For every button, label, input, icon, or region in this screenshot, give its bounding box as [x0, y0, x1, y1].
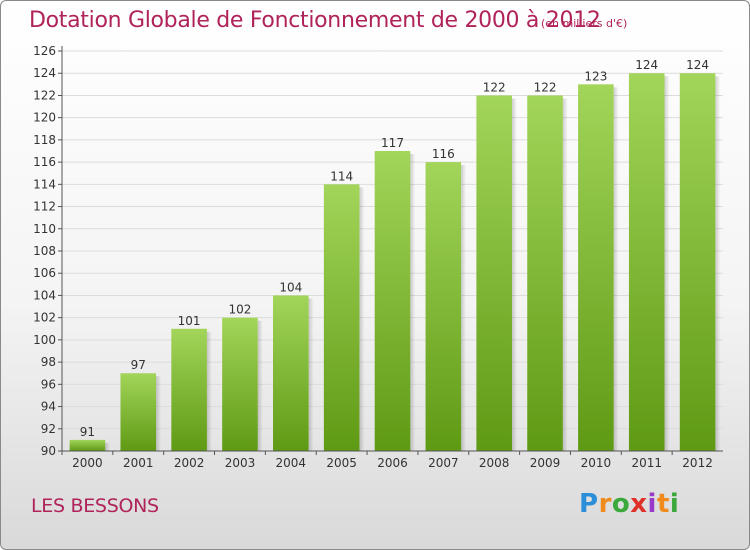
y-tick-label-92: 92: [41, 422, 56, 436]
x-tick-label-2010: 2010: [581, 456, 612, 470]
y-tick-label-94: 94: [41, 400, 56, 414]
commune-name: LES BESSONS: [31, 495, 159, 517]
data-label-2004: 104: [279, 280, 302, 294]
bar-2010: [578, 84, 614, 451]
data-label-2006: 117: [381, 136, 404, 150]
data-label-2008: 122: [483, 80, 506, 94]
x-tick-label-2001: 2001: [123, 456, 154, 470]
data-label-2003: 102: [229, 303, 252, 317]
x-tick-label-2012: 2012: [682, 456, 713, 470]
data-label-2011: 124: [635, 58, 658, 72]
bar-2005: [323, 184, 360, 452]
bars: 91 97 101 102 104 114 117 116 122 122 123 124 124: [69, 58, 721, 452]
x-tick-label-2004: 2004: [276, 456, 307, 470]
axes: 90 92 94 96 98 100 102 104 106 108 110 112 114 116 118…: [33, 44, 723, 470]
bar-2006: [374, 151, 411, 451]
data-label-2002: 101: [178, 314, 201, 328]
data-label-2009: 122: [534, 80, 557, 94]
bar-shadow-2012: [715, 76, 721, 451]
bar-2001: [120, 373, 157, 451]
bar-2003: [222, 317, 258, 451]
bar-2008: [476, 95, 512, 451]
data-label-2000: 91: [80, 425, 95, 439]
bar-2009: [527, 95, 563, 451]
bar-2002: [171, 328, 207, 451]
y-tick-label-102: 102: [33, 311, 56, 325]
y-tick-label-104: 104: [33, 288, 56, 302]
x-tick-label-2008: 2008: [479, 456, 510, 470]
bar-2000: [69, 439, 106, 451]
bar-shadow-2007: [461, 165, 467, 451]
y-tick-label-100: 100: [33, 333, 56, 347]
chart-title: Dotation Globale de Fonctionnement de 20…: [29, 8, 601, 33]
data-label-2012: 124: [686, 58, 709, 72]
y-tick-label-110: 110: [33, 222, 56, 236]
y-tick-label-116: 116: [33, 155, 56, 169]
bar-shadow-2009: [562, 98, 568, 451]
x-tick-label-2007: 2007: [428, 456, 459, 470]
chart-unit: (en milliers d'€): [541, 17, 628, 30]
bar-2012: [679, 73, 716, 451]
y-tick-label-126: 126: [33, 44, 56, 58]
bar-shadow-2005: [359, 187, 365, 452]
y-tick-label-96: 96: [41, 377, 56, 391]
y-tick-label-106: 106: [33, 266, 56, 280]
bar-shadow-2000: [105, 442, 111, 451]
x-tick-label-2002: 2002: [174, 456, 205, 470]
bar-2004: [273, 295, 309, 451]
y-tick-label-120: 120: [33, 111, 56, 125]
y-tick-label-98: 98: [41, 355, 56, 369]
bar-shadow-2002: [206, 331, 212, 451]
data-label-2005: 114: [330, 169, 353, 183]
y-tick-label-90: 90: [41, 444, 56, 458]
data-label-2007: 116: [432, 147, 455, 161]
data-label-2010: 123: [584, 69, 607, 83]
bar-shadow-2011: [664, 76, 670, 451]
bar-shadow-2006: [410, 154, 416, 451]
x-tick-label-2005: 2005: [326, 456, 357, 470]
y-tick-label-108: 108: [33, 244, 56, 258]
y-tick-label-112: 112: [33, 200, 56, 214]
x-tick-label-2011: 2011: [631, 456, 662, 470]
bar-2011: [628, 73, 665, 451]
x-tick-label-2000: 2000: [72, 456, 103, 470]
x-tick-label-2003: 2003: [225, 456, 256, 470]
bar-2007: [425, 162, 462, 451]
bar-shadow-2003: [257, 320, 263, 451]
bar-shadow-2004: [308, 298, 314, 451]
data-label-2001: 97: [131, 358, 146, 372]
bar-shadow-2010: [613, 87, 619, 451]
y-tick-label-122: 122: [33, 88, 56, 102]
x-tick-label-2006: 2006: [377, 456, 408, 470]
x-tick-label-2009: 2009: [530, 456, 561, 470]
y-tick-label-114: 114: [33, 177, 56, 191]
proxiti-logo: Proxiti: [579, 489, 680, 519]
bar-shadow-2008: [511, 98, 517, 451]
y-tick-label-124: 124: [33, 66, 56, 80]
y-tick-label-118: 118: [33, 133, 56, 147]
bar-shadow-2001: [156, 376, 162, 451]
